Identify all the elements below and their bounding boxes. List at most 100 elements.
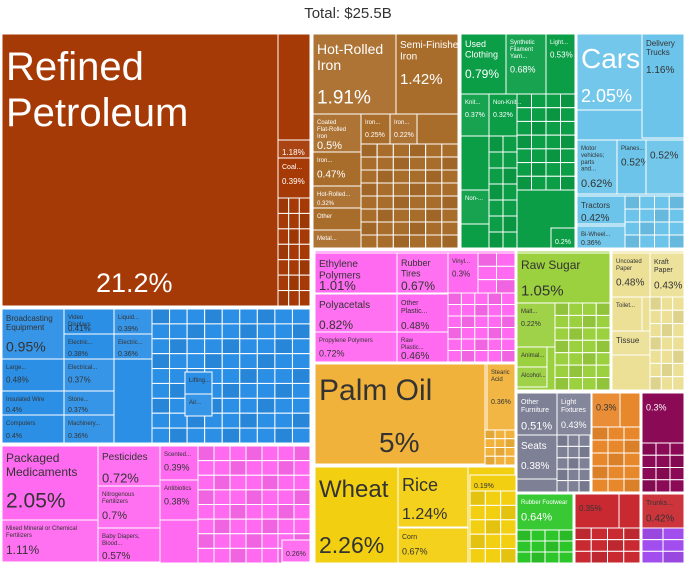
treemap-small-cell <box>531 148 547 164</box>
treemap-small-cell <box>623 426 641 441</box>
treemap-small-cell <box>291 397 311 414</box>
cell-value: 1.24% <box>402 506 447 523</box>
cell-name: Rice <box>402 475 438 495</box>
treemap-small-cell <box>607 452 625 467</box>
treemap-small-cell <box>392 221 411 236</box>
cell-value: 0.32% <box>493 112 513 119</box>
treemap-small-cell <box>623 539 641 552</box>
cell-name: Video <box>68 315 84 321</box>
treemap-small-cell <box>245 533 263 549</box>
cell-name: Semi-Finished <box>400 40 464 51</box>
treemap-cell <box>516 302 556 348</box>
treemap-small-cell <box>649 349 662 364</box>
treemap-small-cell <box>213 518 231 535</box>
treemap-cell <box>159 445 199 481</box>
treemap-small-cell <box>360 143 378 158</box>
treemap-small-cell <box>500 504 517 521</box>
treemap-small-cell <box>639 234 655 249</box>
treemap-cell <box>314 331 398 363</box>
treemap-small-cell <box>504 447 516 457</box>
cell-value: 0.39% <box>164 463 190 473</box>
treemap-small-cell <box>256 412 276 429</box>
treemap-small-cell <box>409 143 427 158</box>
treemap-small-cell <box>623 527 641 541</box>
treemap-cell <box>460 33 507 95</box>
cell-name: Medicaments <box>6 465 77 479</box>
treemap-small-cell <box>291 338 311 355</box>
treemap-small-cell <box>531 162 547 177</box>
treemap-small-cell <box>595 377 611 391</box>
treemap-small-cell <box>474 338 489 351</box>
cell-value: 0.64% <box>521 511 552 523</box>
treemap-cell <box>1 390 65 416</box>
treemap-small-cell <box>291 382 311 399</box>
treemap-small-cell <box>560 175 576 191</box>
treemap-small-cell <box>469 490 486 506</box>
treemap-small-cell <box>488 151 504 169</box>
treemap-small-cell <box>556 445 569 459</box>
treemap-small-cell <box>531 120 547 136</box>
cell-value: 2.05% <box>581 86 632 106</box>
treemap-small-cell <box>277 518 295 535</box>
treemap-small-cell <box>595 302 611 316</box>
treemap-small-cell <box>516 540 532 553</box>
cell-name: Stearic <box>491 370 510 376</box>
treemap-small-cell <box>376 143 394 158</box>
treemap-small-cell <box>291 308 311 325</box>
cell-value: 0.32% <box>317 201 335 207</box>
treemap-small-cell <box>221 427 241 444</box>
cell-value: 0.52% <box>621 157 649 168</box>
cell-name: Flat-Rolled <box>317 127 346 133</box>
treemap-small-cell <box>239 427 258 444</box>
cell-value: 0.51% <box>521 420 552 432</box>
treemap-small-cell <box>151 412 171 429</box>
cell-name: Propylene Polymers <box>319 338 373 344</box>
treemap-small-cell <box>668 195 685 210</box>
treemap-small-cell <box>277 504 295 520</box>
treemap-cell <box>576 225 626 249</box>
treemap-small-cell <box>474 327 489 340</box>
treemap-small-cell <box>578 445 591 459</box>
treemap-cell <box>556 392 592 436</box>
cell-name: Light... <box>550 40 568 46</box>
cell-name: Broadcasting <box>6 314 53 323</box>
cell-name: Bi-Wheel... <box>581 232 611 238</box>
treemap-small-cell <box>469 533 486 550</box>
treemap-small-cell <box>474 292 489 305</box>
treemap-small-cell <box>298 243 311 261</box>
chart-title: Total: $25.5B <box>304 5 392 22</box>
treemap-small-cell <box>501 350 516 363</box>
cell-name: Yarn... <box>510 54 528 60</box>
cell-value: 0.95% <box>6 338 46 354</box>
treemap-small-cell <box>197 504 215 520</box>
treemap-cell <box>550 227 576 249</box>
cell-value: 1.91% <box>317 87 371 108</box>
treemap-small-cell <box>256 353 276 370</box>
treemap-small-cell <box>186 323 206 340</box>
cell-name: Equipment <box>6 323 45 332</box>
treemap-small-cell <box>277 259 290 276</box>
treemap-small-cell <box>229 489 247 505</box>
treemap-small-cell <box>574 550 592 564</box>
treemap-small-cell <box>239 382 258 399</box>
treemap-cell <box>486 363 516 431</box>
treemap-small-cell <box>425 182 443 197</box>
cell-value: 1.01% <box>319 278 356 293</box>
treemap-small-cell <box>504 438 516 448</box>
treemap-small-cell <box>293 504 311 520</box>
treemap-small-cell <box>662 539 685 552</box>
treemap-small-cell <box>672 362 685 378</box>
treemap-small-cell <box>494 429 506 440</box>
cell-name: Iron <box>400 52 417 63</box>
treemap-small-cell <box>298 228 311 245</box>
treemap-small-cell <box>441 156 459 171</box>
cell-value: 0.38% <box>521 461 549 472</box>
cell-value: 0.4% <box>6 433 22 440</box>
cell-name: Paper <box>616 266 632 272</box>
cell-name: Tractors <box>581 201 610 210</box>
treemap-small-cell <box>502 199 518 217</box>
treemap-small-cell <box>256 427 276 444</box>
treemap-small-cell <box>169 427 188 444</box>
treemap-cell <box>63 333 115 360</box>
treemap-small-cell <box>516 107 532 122</box>
